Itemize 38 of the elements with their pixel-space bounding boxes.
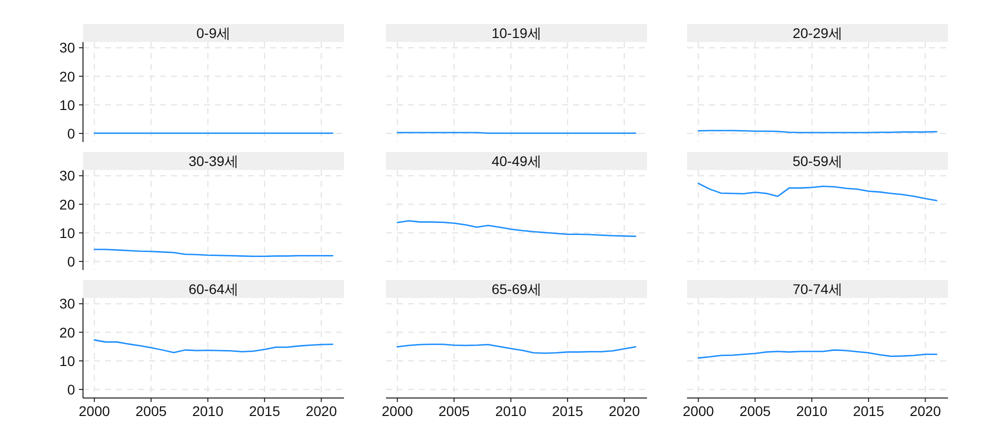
y-tick-label: 20 xyxy=(59,196,76,212)
y-tick-label: 30 xyxy=(59,40,76,56)
line-series xyxy=(94,339,334,354)
chart-title: 65-69세 xyxy=(492,281,542,297)
line-series xyxy=(94,248,334,257)
x-tick-label: 2010 xyxy=(495,403,527,419)
y-tick-label: 10 xyxy=(59,96,76,113)
x-tick-label: 2005 xyxy=(740,403,771,419)
chart-title: 10-19세 xyxy=(492,25,542,41)
y-tick-label: 20 xyxy=(59,68,76,84)
x-tick-label: 2015 xyxy=(852,403,884,419)
y-tick-label: 0 xyxy=(67,381,76,398)
x-tick-label: 2015 xyxy=(552,403,584,419)
chart-title: 50-59세 xyxy=(792,153,842,169)
chart-title: 30-39세 xyxy=(188,153,238,169)
x-tick-label: 2000 xyxy=(382,403,414,419)
chart-title: 40-49세 xyxy=(492,153,542,169)
y-tick-label: 30 xyxy=(59,168,76,184)
x-tick-label: 2015 xyxy=(248,403,280,419)
x-tick-label: 2000 xyxy=(682,403,714,419)
x-tick-label: 2020 xyxy=(910,403,942,419)
y-tick-label: 0 xyxy=(67,125,76,142)
y-tick-label: 30 xyxy=(59,296,76,312)
y-tick-label: 20 xyxy=(59,324,76,340)
y-tick-label: 10 xyxy=(59,352,76,369)
x-tick-label: 2005 xyxy=(136,403,167,419)
chart-title: 60-64세 xyxy=(188,281,238,297)
chart-title: 70-74세 xyxy=(792,281,842,297)
chart-title: 20-29세 xyxy=(792,25,842,41)
y-tick-label: 10 xyxy=(59,224,76,241)
chart-title: 0-9세 xyxy=(196,25,231,41)
x-tick-label: 2020 xyxy=(306,403,338,419)
x-tick-label: 2000 xyxy=(78,403,110,419)
x-tick-label: 2005 xyxy=(438,403,470,419)
x-tick-label: 2010 xyxy=(796,403,828,419)
x-tick-label: 2010 xyxy=(192,403,224,419)
y-tick-label: 0 xyxy=(67,253,76,270)
x-tick-label: 2020 xyxy=(608,403,640,419)
